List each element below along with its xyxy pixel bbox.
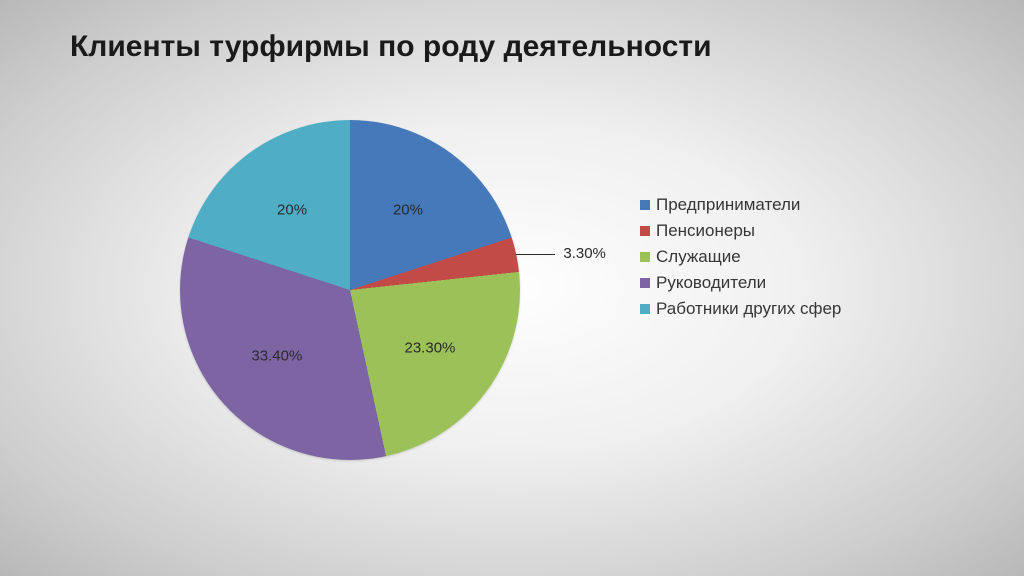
legend-swatch: [640, 226, 650, 236]
legend-label: Предприниматели: [656, 195, 800, 215]
slice-label: 20%: [393, 202, 423, 219]
legend-item: Пенсионеры: [640, 221, 841, 241]
legend-item: Предприниматели: [640, 195, 841, 215]
legend-label: Работники других сфер: [656, 299, 841, 319]
slide: Клиенты турфирмы по роду деятельности 20…: [0, 0, 1024, 576]
legend-swatch: [640, 252, 650, 262]
page-title: Клиенты турфирмы по роду деятельности: [70, 30, 712, 64]
legend-label: Руководители: [656, 273, 766, 293]
leader-line: [516, 254, 555, 255]
legend: Предприниматели Пенсионеры Служащие Руковод…: [640, 195, 841, 325]
legend-item: Руководители: [640, 273, 841, 293]
pie-graphic: [180, 120, 520, 460]
legend-swatch: [640, 304, 650, 314]
legend-item: Работники других сфер: [640, 299, 841, 319]
legend-swatch: [640, 278, 650, 288]
legend-item: Служащие: [640, 247, 841, 267]
legend-label: Служащие: [656, 247, 741, 267]
legend-label: Пенсионеры: [656, 221, 755, 241]
slice-label: 33.40%: [251, 348, 302, 365]
pie-chart: 20%3.30%23.30%33.40%20%: [180, 120, 520, 460]
slice-label: 20%: [277, 202, 307, 219]
legend-swatch: [640, 200, 650, 210]
slice-label-outside: 3.30%: [563, 245, 606, 262]
slice-label: 23.30%: [405, 339, 456, 356]
